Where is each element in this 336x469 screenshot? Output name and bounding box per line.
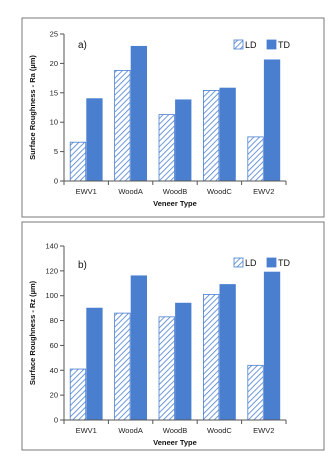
bar-ld-woodb [158,114,175,182]
bar-ld-woodc [202,294,220,421]
bar-td-woodb [175,99,192,182]
y-tick-label: 120 [45,266,58,275]
x-tick-label: WoodA [118,426,142,435]
panel-label: a) [78,40,87,51]
y-tick-label: 80 [50,316,58,325]
y-tick-label: 0 [54,416,58,425]
bar-td-ewv2 [263,271,281,421]
legend-swatch-ld [233,39,244,50]
x-axis-title: Veneer Type [153,199,197,208]
legend-label-td: TD [278,40,290,50]
y-tick-label: 100 [45,291,58,300]
bar-ld-woodb [158,316,175,421]
legend-label-td: TD [278,258,290,268]
x-axis-title: Veneer Type [153,438,197,447]
legend-label-ld: LD [245,258,257,268]
y-tick-label: 40 [50,366,58,375]
y-tick-label: 5 [54,147,58,156]
bar-ld-ewv2 [247,136,264,182]
bar-ld-ewv1 [69,141,87,182]
bar-td-ewv2 [263,59,281,182]
bar-ld-wooda [114,312,131,421]
x-tick-label: EWV1 [76,187,97,196]
bar-td-woodc [219,284,236,421]
x-tick-label: WoodB [163,187,187,196]
x-tick-label: EWV1 [76,426,97,435]
x-tick-label: WoodC [207,426,232,435]
bar-td-ewv1 [86,98,103,182]
legend-swatch-td [266,257,277,268]
legend-label-ld: LD [245,40,257,50]
panel-label: b) [78,260,87,271]
chart-panel-b: 0 20 40 60 80 100 120 140 EWV1 WoodA WoodB WoodC EWV… [21,221,325,451]
bar-td-woodb [175,302,192,421]
y-tick-label: 15 [50,88,58,97]
bar-ld-woodc [202,90,220,182]
x-tick-label: EWV2 [253,187,274,196]
y-tick-label: 20 [50,391,58,400]
bar-td-wooda [130,275,148,421]
bar-td-ewv1 [86,307,103,421]
y-axis-title: Surface Roughness - Rz (µm) [28,280,37,385]
bar-ld-ewv2 [247,364,264,421]
x-tick-label: WoodB [163,426,187,435]
y-axis-title: Surface Roughness - Ra (µm) [28,55,37,160]
bar-ld-ewv1 [69,368,87,421]
bar-td-woodc [219,87,236,182]
bar-ld-wooda [114,70,131,182]
y-tick-label: 60 [50,341,58,350]
y-tick-label: 25 [50,30,58,39]
y-tick-label: 0 [54,177,58,186]
y-tick-label: 20 [50,59,58,68]
x-tick-label: WoodC [207,187,232,196]
y-tick-label: 10 [50,118,58,127]
chart-panel-a: 0 5 10 15 20 25 EWV1 WoodA WoodB WoodC EWV2 Veneer … [21,17,325,218]
x-tick-label: WoodA [118,187,142,196]
x-tick-label: EWV2 [253,426,274,435]
legend-swatch-ld [233,257,244,268]
bar-td-wooda [130,45,148,182]
legend-swatch-td [266,39,277,50]
y-tick-label: 140 [45,242,58,251]
